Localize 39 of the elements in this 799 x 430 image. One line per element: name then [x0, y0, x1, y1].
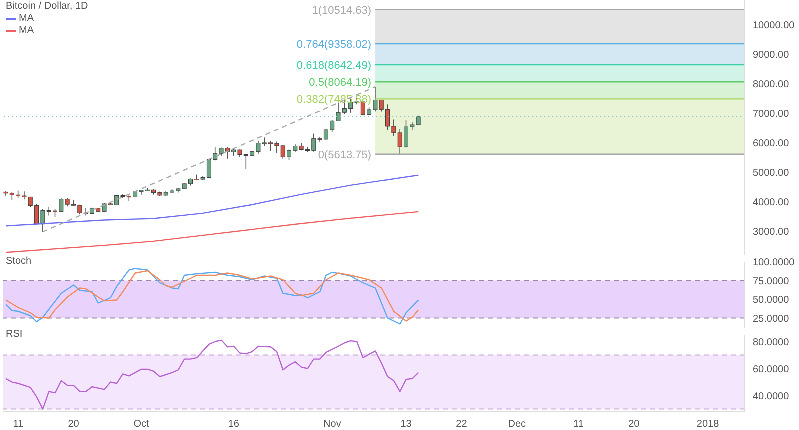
x-tick-label: 22 [456, 419, 468, 430]
y-tick-label: 100.0000 [753, 258, 796, 269]
y-tick-label: 8000.00 [753, 80, 790, 91]
legend-label: MA [19, 25, 34, 37]
y-tick-label: 6000.00 [753, 138, 790, 150]
x-tick-label: Oct [134, 419, 150, 430]
x-tick-label: 2018 [696, 419, 720, 430]
y-tick-label: 25.0000 [753, 314, 790, 325]
x-tick-label: 11 [13, 419, 24, 430]
ref-line-label: 1(10514.63) [312, 4, 372, 17]
y-tick-label: 40.0000 [753, 391, 790, 402]
y-tick-label: 7000.00 [753, 109, 790, 120]
ref-line-label: 0(5613.75) [318, 149, 372, 162]
y-tick-label: 4000.00 [753, 197, 790, 208]
x-tick-label: 20 [628, 419, 640, 430]
chart-title: Stoch [6, 256, 32, 267]
y-tick-label: 75.0000 [753, 276, 790, 288]
y-tick-label: 60.0000 [753, 364, 790, 376]
x-tick-label: Dec [508, 419, 526, 430]
y-tick-label: 80.0000 [753, 337, 790, 348]
y-tick-label: 9000.00 [753, 50, 790, 62]
x-tick-label: 16 [228, 419, 240, 430]
line-series [5, 174, 420, 227]
x-tick-label: 13 [400, 419, 412, 430]
ref-line-label: 0.618(8642.49) [296, 60, 372, 72]
y-tick-label: 10000.00 [753, 20, 796, 32]
y-tick-label: 3000.00 [753, 226, 790, 238]
y-tick-label: 5000.00 [753, 168, 790, 180]
x-tick-label: 20 [68, 419, 80, 430]
ref-line-label: 0.5(8064.19) [309, 77, 372, 90]
chart-title: RSI [6, 329, 23, 340]
ref-line-label: 0.764(9358.02) [296, 38, 372, 51]
line-series [5, 211, 420, 254]
x-tick-label: 11 [574, 419, 584, 430]
line-series [5, 340, 420, 410]
y-tick-label: 50.0000 [753, 295, 790, 306]
chart-title: Bitcoin / Dollar, 1D [6, 1, 88, 12]
x-tick-label: Nov [324, 419, 342, 430]
legend-label: MA [19, 13, 34, 25]
